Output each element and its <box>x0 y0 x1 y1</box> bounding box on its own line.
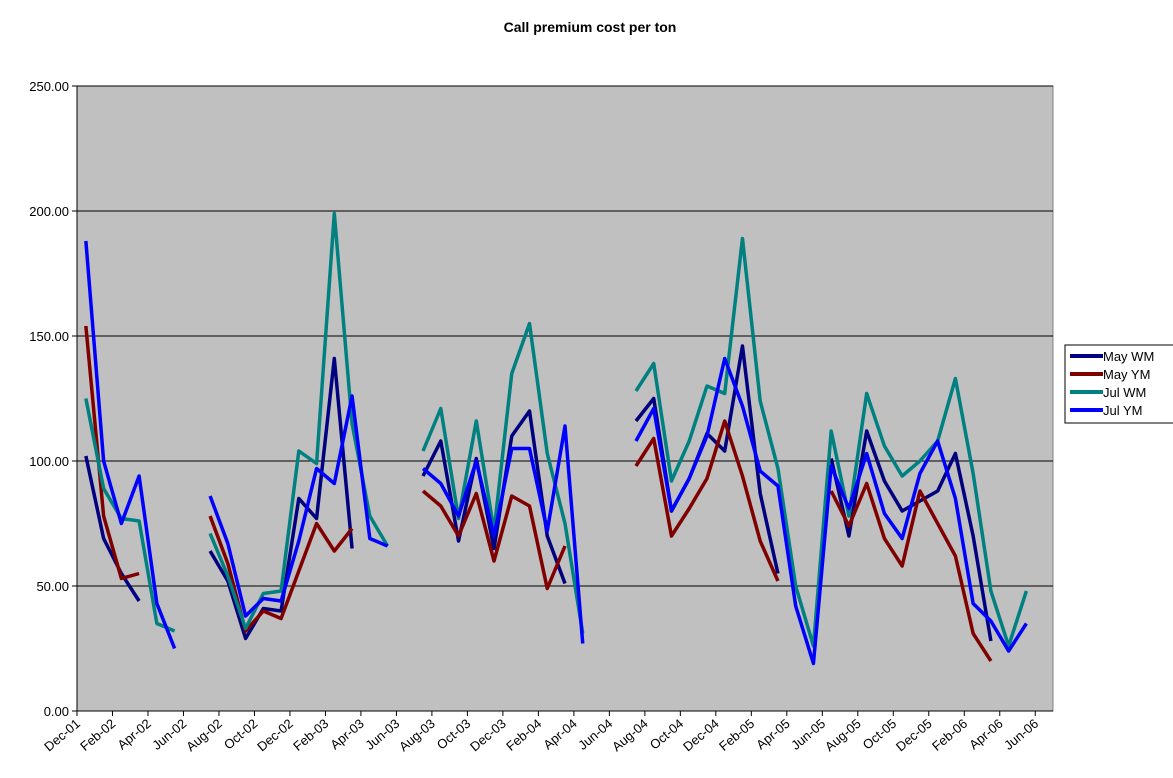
x-tick-label: Dec-04 <box>680 716 722 754</box>
x-tick-label: Aug-05 <box>822 716 864 754</box>
series-line <box>84 240 1028 666</box>
y-tick-label: 100.00 <box>29 454 69 469</box>
x-tick-label: Jun-04 <box>575 716 615 753</box>
chart-title: Call premium cost per ton <box>504 19 677 35</box>
x-tick-label: Jun-03 <box>362 716 402 753</box>
x-tick-label: Apr-02 <box>114 716 154 753</box>
x-tick-label: Apr-05 <box>753 716 793 753</box>
y-tick-label: 0.00 <box>44 704 69 719</box>
y-tick-label: 150.00 <box>29 329 69 344</box>
x-tick-label: Feb-03 <box>290 716 331 754</box>
series-line <box>84 211 1029 648</box>
x-tick-label: Aug-02 <box>183 716 225 754</box>
x-tick-label: Feb-06 <box>929 716 970 754</box>
x-tick-label: Jun-02 <box>149 716 189 753</box>
x-tick-label: Dec-01 <box>41 716 83 754</box>
x-tick-label: Apr-03 <box>327 716 367 753</box>
x-tick-label: Feb-04 <box>503 716 544 754</box>
x-tick-label: Feb-02 <box>77 716 118 754</box>
x-tick-label: Feb-05 <box>716 716 757 754</box>
legend-label: Jul YM <box>1103 403 1143 418</box>
x-tick-label: Oct-02 <box>221 716 261 753</box>
x-tick-label: Dec-05 <box>893 716 935 754</box>
plot-area <box>76 85 1054 712</box>
x-tick-label: Aug-04 <box>609 716 651 754</box>
y-tick-label: 200.00 <box>29 204 69 219</box>
x-tick-label: Oct-05 <box>860 716 900 753</box>
x-tick-label: Apr-06 <box>966 716 1006 753</box>
x-tick-label: Aug-03 <box>396 716 438 754</box>
x-tick-label: Oct-04 <box>647 716 687 753</box>
series-line <box>84 344 993 642</box>
x-tick-label: Dec-02 <box>254 716 296 754</box>
x-tick-label: Oct-03 <box>434 716 474 753</box>
y-tick-label: 250.00 <box>29 79 69 94</box>
series-line <box>84 325 993 662</box>
x-tick-label: Jun-05 <box>788 716 828 753</box>
x-tick-label: Jun-06 <box>1001 716 1041 753</box>
legend-label: May YM <box>1103 367 1150 382</box>
x-tick-label: Dec-03 <box>467 716 509 754</box>
x-tick-label: Apr-04 <box>540 716 580 753</box>
legend-label: Jul WM <box>1103 385 1146 400</box>
legend-label: May WM <box>1103 349 1154 364</box>
y-tick-label: 50.00 <box>36 579 69 594</box>
